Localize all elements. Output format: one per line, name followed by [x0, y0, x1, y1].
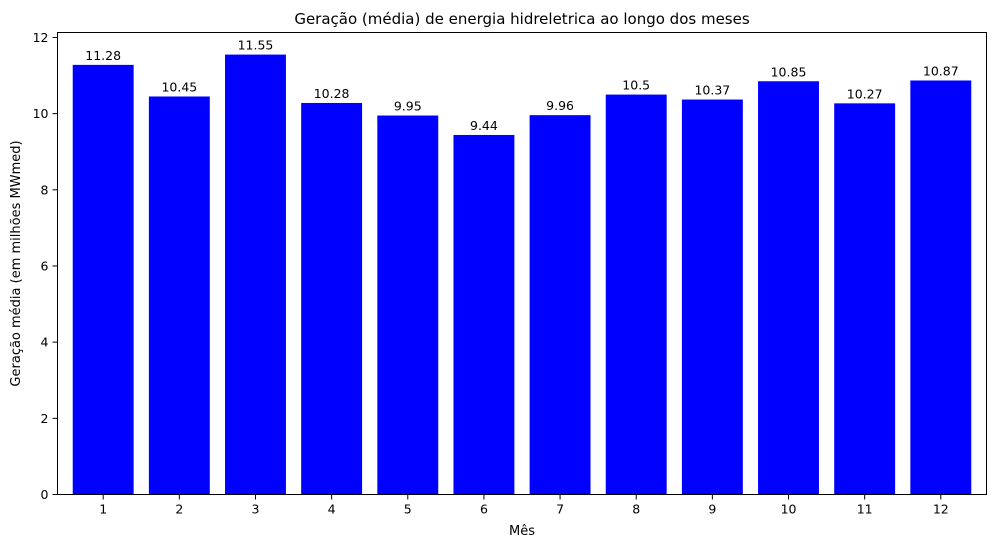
y-tick-label-4: 4: [41, 335, 49, 350]
bar-month-7: [529, 115, 591, 495]
x-tick-label-6: 6: [480, 502, 488, 517]
bar-month-6: [453, 134, 515, 495]
y-axis-label: Geração média (em milhões MWmed): [9, 140, 24, 386]
x-tick-label-2: 2: [175, 502, 183, 517]
bar-month-1: [72, 64, 134, 495]
x-tick-label-7: 7: [556, 502, 564, 517]
y-tick-label-10: 10: [33, 106, 49, 121]
x-tick-label-3: 3: [252, 502, 260, 517]
bar-month-4: [301, 102, 363, 495]
x-tick-label-4: 4: [328, 502, 336, 517]
bar-month-3: [225, 54, 286, 495]
bar-month-10: [758, 81, 819, 495]
data-label-month-6: 9.44: [470, 118, 498, 133]
x-tick-label-5: 5: [404, 502, 412, 517]
data-labels-layer: 11.28 10.45 11.55 10.28 9.95 9.44 9.96 10.5 10.3…: [85, 38, 958, 133]
data-label-month-11: 10.27: [847, 86, 883, 101]
plot-frame: [57, 32, 987, 495]
data-label-month-3: 11.55: [238, 38, 274, 53]
x-tick-label-1: 1: [99, 502, 107, 517]
y-tick-label-6: 6: [41, 258, 49, 273]
bars-layer: [72, 54, 972, 495]
bar-month-12: [910, 80, 972, 495]
data-label-month-10: 10.85: [771, 64, 807, 79]
x-tick-label-10: 10: [781, 502, 797, 517]
data-label-month-5: 9.95: [394, 99, 422, 114]
bar-month-11: [834, 103, 896, 495]
data-label-month-2: 10.45: [161, 79, 197, 94]
data-label-month-4: 10.28: [314, 86, 350, 101]
bar-month-8: [605, 94, 667, 495]
x-tick-label-12: 12: [933, 502, 949, 517]
y-axis: 0 2 4 6 8 10 12: [33, 30, 58, 502]
data-label-month-8: 10.5: [622, 78, 650, 93]
bar-month-2: [148, 96, 210, 495]
bar-month-9: [681, 99, 743, 495]
data-label-month-12: 10.87: [923, 63, 959, 78]
x-axis-label: Mês: [509, 524, 535, 539]
data-label-month-1: 11.28: [85, 48, 121, 63]
x-tick-label-8: 8: [632, 502, 640, 517]
chart-title: Geração (média) de energia hidreletrica …: [294, 10, 750, 28]
x-tick-label-11: 11: [857, 502, 873, 517]
x-tick-label-9: 9: [708, 502, 716, 517]
y-tick-label-0: 0: [41, 487, 49, 502]
y-tick-label-12: 12: [33, 30, 49, 45]
x-axis: 1 2 3 4 5 6 7 8 9 10 11 12: [99, 494, 949, 517]
data-label-month-7: 9.96: [546, 98, 574, 113]
y-tick-label-2: 2: [41, 411, 49, 426]
data-label-month-9: 10.37: [694, 83, 730, 98]
y-tick-label-8: 8: [41, 182, 49, 197]
bar-month-5: [377, 115, 439, 495]
